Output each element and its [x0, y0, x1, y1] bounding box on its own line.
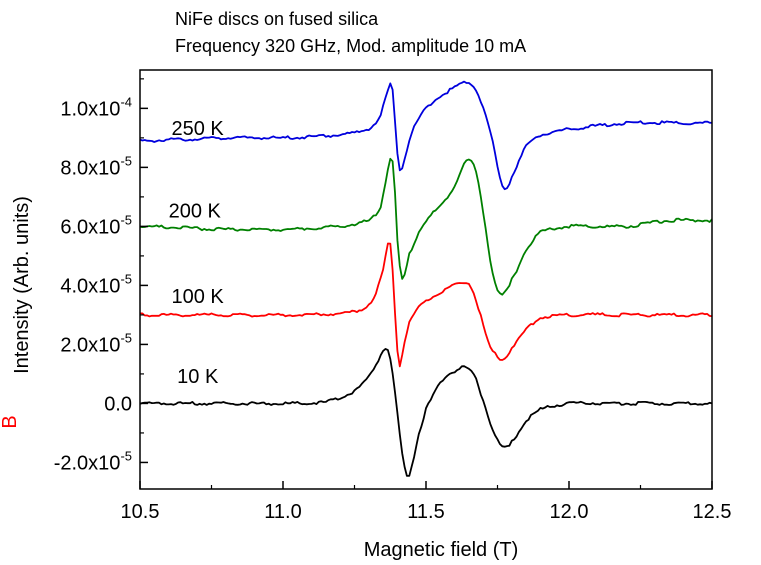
y-tick-label: 6.0x10-5 — [60, 212, 132, 238]
x-tick-label: 10.5 — [121, 501, 160, 523]
chart-subtitle: Frequency 320 GHz, Mod. amplitude 10 mA — [175, 36, 526, 56]
y-axis-title: Intensity (Arb. units) — [11, 196, 33, 374]
y-tick-exponent: -5 — [120, 271, 132, 286]
plot-frame — [139, 69, 713, 490]
series-layer — [139, 80, 713, 477]
y-tick-exponent: -5 — [120, 448, 132, 463]
stray-red-letter: B — [0, 415, 21, 428]
y-tick-label: 1.0x10-4 — [60, 94, 132, 120]
y-tick-exponent: -5 — [120, 153, 132, 168]
chart-title: NiFe discs on fused silica — [175, 9, 379, 29]
series-line — [139, 347, 713, 477]
x-axis-title: Magnetic field (T) — [364, 539, 519, 561]
y-tick-mantissa: 2.0x10 — [60, 334, 120, 356]
y-tick-exponent: -5 — [120, 212, 132, 227]
x-axis: 10.5 11.0 11.5 12.0 12.5 — [121, 481, 732, 523]
series-line — [139, 80, 713, 191]
y-axis: -2.0x10-50.02.0x10-54.0x10-56.0x10-58.0x… — [54, 78, 148, 474]
x-tick-label: 12.0 — [550, 501, 589, 523]
x-tick-label: 11.0 — [264, 501, 301, 523]
y-tick-label: -2.0x10-5 — [54, 448, 132, 474]
y-tick-label: 8.0x10-5 — [60, 153, 132, 179]
y-tick-mantissa: 0.0 — [104, 393, 132, 415]
series-label: 200 K — [169, 201, 222, 223]
series-line — [140, 242, 713, 368]
series-label: 100 K — [171, 286, 224, 308]
series-label-layer: 10 K 100 K 200 K 250 K — [169, 118, 225, 388]
series-line — [139, 157, 713, 296]
y-tick-mantissa: 1.0x10 — [60, 98, 120, 120]
y-tick-mantissa: -2.0x10 — [54, 452, 121, 474]
y-tick-label: 2.0x10-5 — [60, 330, 132, 356]
series-label: 250 K — [171, 118, 224, 140]
y-tick-mantissa: 8.0x10 — [60, 157, 120, 179]
y-tick-exponent: -4 — [120, 94, 132, 109]
series-label: 10 K — [177, 366, 219, 388]
x-tick-label: 11.5 — [407, 501, 444, 523]
y-tick-exponent: -5 — [120, 330, 132, 345]
x-tick-label: 12.5 — [693, 501, 732, 523]
y-tick-label: 4.0x10-5 — [60, 271, 132, 297]
y-tick-mantissa: 4.0x10 — [60, 275, 120, 297]
y-tick-mantissa: 6.0x10 — [60, 216, 120, 238]
y-tick-label: 0.0 — [104, 393, 132, 415]
